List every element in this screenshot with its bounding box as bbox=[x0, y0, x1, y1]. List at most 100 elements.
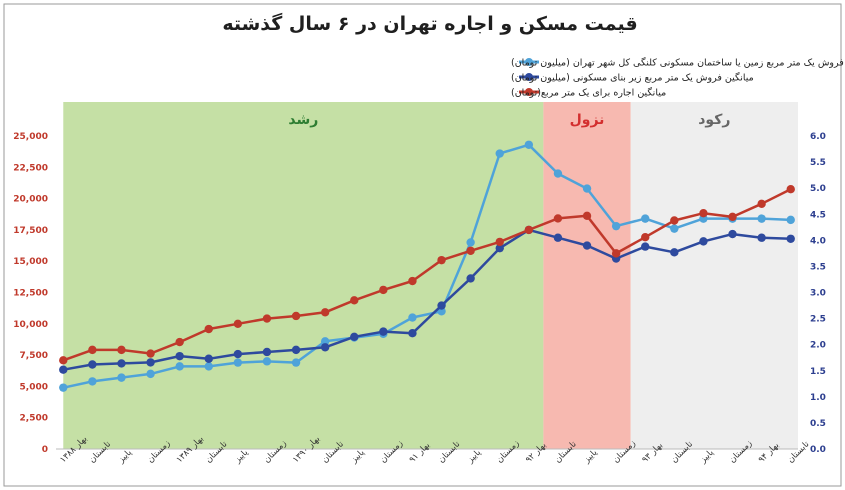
y-left-tick-0: 0 bbox=[42, 445, 48, 455]
y-left-tick-10: 25,000 bbox=[13, 132, 48, 142]
series-2-point-0 bbox=[59, 356, 68, 365]
bands-layer: رشد نزول رکود bbox=[63, 102, 798, 449]
series-1-point-21 bbox=[670, 248, 679, 257]
series-1-point-2 bbox=[117, 359, 126, 368]
series-2-point-20 bbox=[641, 233, 650, 242]
series-0-point-19 bbox=[611, 221, 621, 231]
band-1 bbox=[543, 102, 631, 449]
y-right-tick-0: 0.0 bbox=[810, 445, 826, 455]
series-1-point-25 bbox=[786, 234, 795, 243]
series-2-point-8 bbox=[291, 311, 301, 321]
series-1-point-7 bbox=[262, 347, 272, 357]
series-line-2 bbox=[62, 188, 792, 362]
band-label-0: رشد bbox=[288, 112, 318, 128]
series-1 bbox=[59, 225, 795, 374]
series-0-point-9 bbox=[320, 337, 330, 346]
series-0-point-7 bbox=[262, 357, 272, 366]
series-2 bbox=[59, 185, 795, 365]
series-1-point-22 bbox=[699, 237, 708, 246]
legend-label-0: میانگین فروش یک متر مربع زمین یا ساختمان… bbox=[511, 57, 845, 69]
y-left-tick-9: 22,500 bbox=[13, 163, 48, 173]
series-line-0 bbox=[63, 143, 791, 389]
series-1-point-12 bbox=[408, 328, 417, 338]
series-2-point-4 bbox=[175, 337, 184, 347]
series-0-point-14 bbox=[466, 238, 475, 247]
series-2-point-18 bbox=[582, 211, 592, 221]
series-0-point-8 bbox=[291, 358, 301, 367]
series-0-point-5 bbox=[204, 362, 213, 371]
series-2-point-5 bbox=[204, 324, 213, 334]
y-left-tick-7: 17,500 bbox=[13, 226, 48, 236]
series-2-point-9 bbox=[320, 308, 330, 317]
series-0-point-15 bbox=[495, 149, 504, 158]
series-2-point-16 bbox=[524, 225, 534, 235]
y-right-tick-5: 2.5 bbox=[810, 315, 826, 325]
legend-label-1: میانگین فروش یک متر مربع زیر بنای مسکونی… bbox=[511, 72, 754, 84]
series-1-point-4 bbox=[175, 351, 184, 361]
series-1-point-5 bbox=[204, 354, 213, 363]
series-0-point-12 bbox=[408, 313, 417, 322]
series-0-point-18 bbox=[582, 184, 592, 193]
series-0-point-24 bbox=[757, 214, 766, 223]
y-left-tick-2: 5,000 bbox=[20, 382, 48, 392]
y-right-tick-1: 0.5 bbox=[810, 419, 826, 429]
series-2-point-13 bbox=[437, 255, 446, 265]
series-0-point-4 bbox=[175, 362, 184, 371]
series-2-point-6 bbox=[233, 319, 243, 328]
series-2-point-15 bbox=[495, 237, 504, 247]
series-1-point-15 bbox=[495, 243, 504, 253]
band-label-1: نزول bbox=[570, 112, 605, 128]
series-2-point-17 bbox=[553, 214, 563, 223]
series-2-point-19 bbox=[611, 249, 621, 258]
series-1-point-10 bbox=[350, 332, 359, 342]
series-2-point-21 bbox=[670, 216, 679, 225]
y-right-tick-3: 1.5 bbox=[810, 367, 826, 377]
series-layer bbox=[59, 140, 795, 392]
series-1-point-18 bbox=[582, 241, 592, 250]
y-left-tick-8: 20,000 bbox=[13, 195, 48, 205]
series-1-point-23 bbox=[728, 229, 737, 239]
series-2-point-22 bbox=[699, 209, 708, 218]
y-right-tick-6: 3.0 bbox=[810, 289, 826, 299]
y-right-tick-4: 2.0 bbox=[810, 341, 826, 351]
series-0-point-3 bbox=[146, 369, 155, 379]
legend: میانگین فروش یک متر مربع زمین یا ساختمان… bbox=[511, 57, 845, 99]
series-0-point-21 bbox=[670, 224, 679, 233]
y-right-tick-2: 1.0 bbox=[810, 393, 826, 403]
series-2-point-23 bbox=[728, 212, 737, 222]
series-2-point-12 bbox=[408, 276, 417, 286]
series-0-point-17 bbox=[553, 169, 563, 178]
series-2-point-3 bbox=[146, 349, 155, 358]
series-1-point-3 bbox=[146, 358, 155, 367]
series-2-point-11 bbox=[379, 285, 388, 295]
series-2-point-7 bbox=[262, 314, 272, 323]
band-label-2: رکود bbox=[698, 112, 730, 128]
series-1-point-13 bbox=[437, 301, 446, 310]
series-0-point-6 bbox=[233, 358, 243, 367]
legend-label-2: میانگین اجاره برای یک متر مربع(تومان) bbox=[511, 87, 666, 99]
series-1-point-17 bbox=[553, 233, 563, 242]
chart-title: قیمت مسکن و اجاره تهران در ۶ سال گذشته bbox=[222, 12, 637, 35]
band-2 bbox=[630, 102, 798, 449]
series-2-point-14 bbox=[466, 246, 475, 255]
y-right-tick-8: 4.0 bbox=[810, 236, 826, 246]
y-left-tick-5: 12,500 bbox=[13, 289, 48, 299]
series-1-point-1 bbox=[88, 360, 97, 369]
series-0-point-20 bbox=[641, 214, 650, 223]
series-0-point-1 bbox=[88, 377, 97, 386]
band-0 bbox=[63, 102, 544, 449]
series-1-point-24 bbox=[757, 233, 766, 242]
y-left-tick-4: 10,000 bbox=[13, 320, 48, 330]
y-left-tick-6: 15,000 bbox=[13, 257, 48, 267]
series-1-point-11 bbox=[379, 327, 388, 336]
y-right-tick-10: 5.0 bbox=[810, 184, 826, 194]
series-0-point-2 bbox=[117, 373, 126, 382]
y-left-tick-3: 7,500 bbox=[20, 351, 48, 361]
legend-swatch-dot-0 bbox=[525, 58, 533, 66]
series-2-point-24 bbox=[757, 199, 766, 209]
series-2-point-10 bbox=[350, 296, 359, 305]
series-2-point-25 bbox=[786, 185, 795, 194]
y-right-tick-11: 5.5 bbox=[810, 158, 826, 168]
series-0-point-25 bbox=[786, 215, 795, 225]
